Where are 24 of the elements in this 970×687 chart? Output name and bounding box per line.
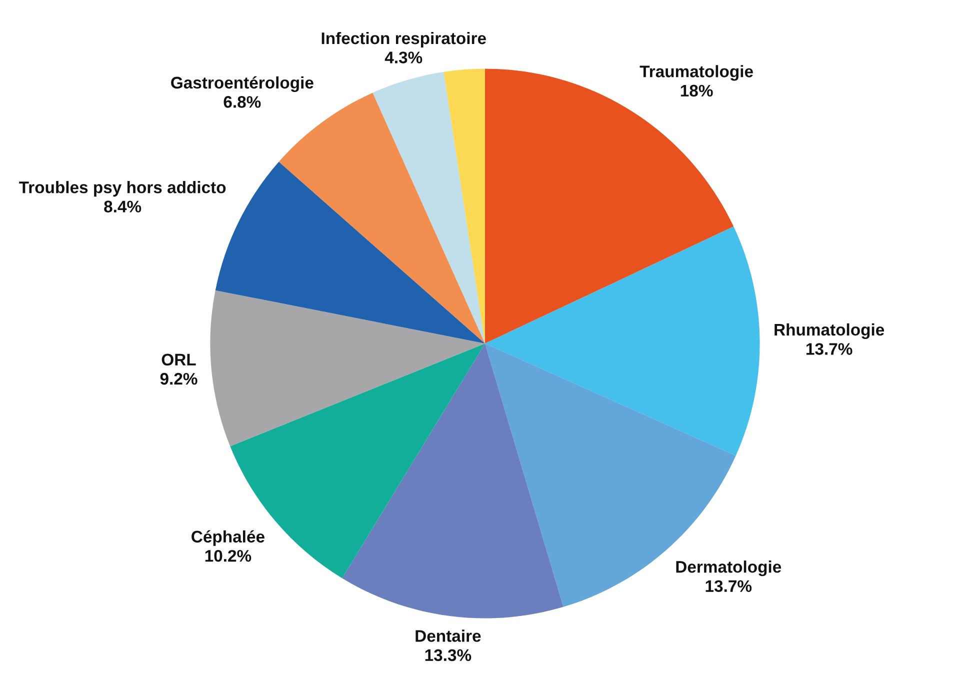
data-label: 4.3% [384,52,422,64]
data-label: 6.8% [224,96,261,108]
slice-label: Gastroentérologie [171,76,314,92]
data-label: 18% [680,84,713,97]
data-label: 13.7% [806,343,852,355]
data-label: 8.4% [104,200,142,212]
pie-slice [342,344,564,618]
pie-slice [210,290,485,446]
slice-label: Troubles psy hors addicto [19,181,226,197]
slice-label: Céphalée [192,530,264,546]
data-label: 13.3% [425,649,472,662]
slice-label: Traumatologie [640,65,753,81]
data-label: 9.2% [160,372,198,385]
pie-slice [485,226,760,456]
slice-label: Dentaire [416,630,481,642]
pie-slice [278,92,485,344]
slice-label: Infection respiratoire [322,32,486,48]
slice-label: Rhumatologie [774,323,884,340]
data-label: 13.7% [706,580,752,592]
slice-label: ORL [162,354,196,366]
pie-slice [444,68,485,344]
data-label: 10.2% [205,550,252,562]
pie-slice [372,72,485,344]
slice-label: Dermatologie [676,560,782,576]
